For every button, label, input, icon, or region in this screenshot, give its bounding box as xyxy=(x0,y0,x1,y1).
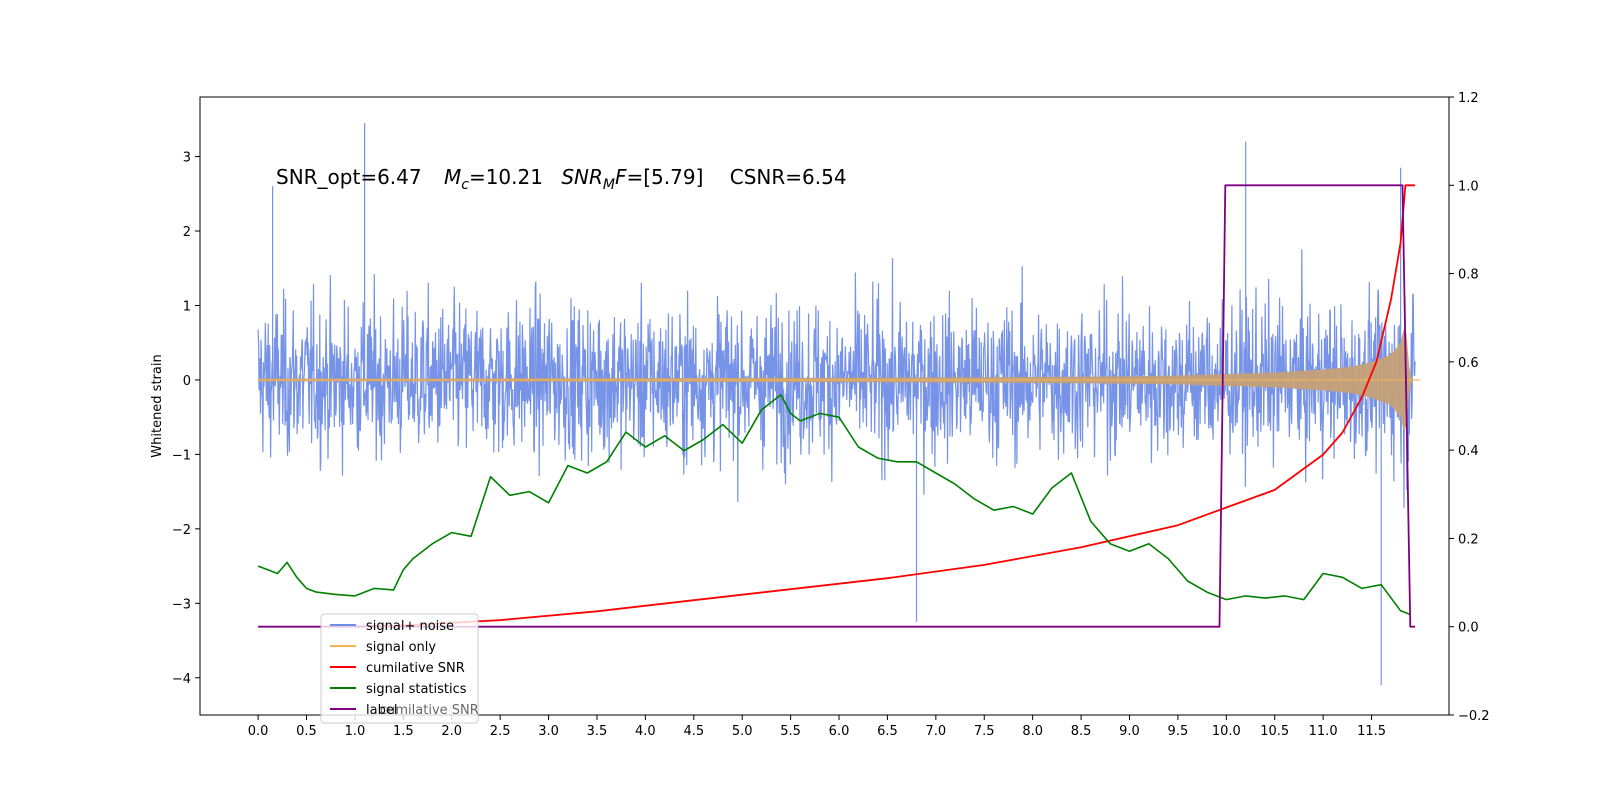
annotation-snr-mf-sub: M xyxy=(603,177,615,193)
x-tick-label: 2.5 xyxy=(490,724,511,739)
x-tick-label: 4.0 xyxy=(635,724,656,739)
y-left-tick-label: −3 xyxy=(172,597,191,612)
annotation-mc-value: =10.21 xyxy=(469,165,543,189)
x-tick-label: 7.0 xyxy=(926,724,947,739)
y-axis-label: Whitened strain xyxy=(150,354,165,457)
annotation-csnr: CSNR=6.54 xyxy=(730,165,847,189)
x-tick-label: 6.5 xyxy=(877,724,898,739)
label-series xyxy=(258,184,1416,628)
x-tick-label: 11.5 xyxy=(1357,724,1386,739)
y-right-tick-label: 1.2 xyxy=(1458,91,1479,106)
signal-statistics-series xyxy=(257,394,1411,616)
y-left-tick-label: 1 xyxy=(183,299,191,314)
y-right-tick-label: 0.8 xyxy=(1458,268,1479,283)
x-tick-label: 6.0 xyxy=(829,724,850,739)
plot-frame xyxy=(199,96,1450,716)
x-tick-label: 4.5 xyxy=(683,724,704,739)
x-tick-label: 3.0 xyxy=(538,724,559,739)
signal-noise-line xyxy=(257,123,1416,686)
y-left-tick-label: 0 xyxy=(183,374,191,389)
y-right-tick-label: 0.4 xyxy=(1458,444,1479,459)
x-tick-label: 9.0 xyxy=(1119,724,1140,739)
cumulative-snr-series xyxy=(335,184,1416,628)
y-left-tick-label: −4 xyxy=(172,672,191,687)
y-right-tick-label: 0.2 xyxy=(1458,532,1479,547)
y-right-tick-label: 1.0 xyxy=(1458,179,1479,194)
legend-label-cumilative-snr: cumilative SNR xyxy=(366,661,465,676)
signal-statistics-line xyxy=(257,394,1411,616)
legend-label-signal-noise: signal+ noise xyxy=(366,619,454,634)
cumilative-snr-line xyxy=(335,184,1416,628)
x-tick-label: 8.5 xyxy=(1071,724,1092,739)
annotation-snr-mf-symbol: SNR xyxy=(561,165,603,189)
x-axis-ticks: 0.0 0.5 1.0 1.5 2.0 2.5 3.0 3.5 4.0 4.5 5.0 5.5 6.0 6… xyxy=(248,715,1386,739)
x-tick-label: 8.0 xyxy=(1022,724,1043,739)
y-axis-right-ticks: 1.2 1.0 0.8 0.6 0.4 0.2 0.0 −0.2 xyxy=(1449,91,1490,724)
x-tick-label: 1.0 xyxy=(345,724,366,739)
legend-label-label: label xyxy=(366,703,397,718)
legend-overlap-text: cumilative SNR xyxy=(380,703,479,718)
x-tick-label: 9.5 xyxy=(1168,724,1189,739)
legend-label-signal-statistics: signal statistics xyxy=(366,682,467,697)
label-line xyxy=(258,184,1416,628)
annotation-snr-mf-value: =[5.79] xyxy=(627,165,704,189)
legend: cumilative SNR signal+ noise signal only c… xyxy=(320,613,479,724)
x-tick-label: 2.0 xyxy=(441,724,462,739)
annotation-mc-symbol: M xyxy=(444,165,461,189)
x-tick-label: 11.0 xyxy=(1309,724,1338,739)
annotation-snr-opt: SNR_opt=6.47 xyxy=(276,165,422,189)
x-tick-label: 7.5 xyxy=(974,724,995,739)
x-tick-label: 1.5 xyxy=(393,724,414,739)
y-left-tick-label: −2 xyxy=(172,523,191,538)
legend-label-signal-only: signal only xyxy=(366,640,436,655)
y-left-tick-label: 2 xyxy=(183,225,191,240)
x-tick-label: 0.0 xyxy=(248,724,269,739)
x-tick-label: 5.0 xyxy=(732,724,753,739)
signal-noise-series xyxy=(257,123,1416,686)
x-tick-label: 0.5 xyxy=(296,724,317,739)
annotation-mc-sub: c xyxy=(461,177,469,193)
y-axis-left-ticks: 3 2 1 0 −1 −2 −3 −4 xyxy=(172,151,200,687)
annotation-snr-mf-f: F xyxy=(615,165,627,189)
y-right-tick-label: 0.6 xyxy=(1458,356,1479,371)
signal-only-series xyxy=(258,330,1420,430)
x-tick-label: 5.5 xyxy=(780,724,801,739)
x-tick-label: 3.5 xyxy=(587,724,608,739)
y-left-tick-label: −1 xyxy=(172,448,191,463)
x-tick-label: 10.0 xyxy=(1212,724,1241,739)
x-tick-label: 10.5 xyxy=(1260,724,1289,739)
y-right-tick-label: −0.2 xyxy=(1458,709,1490,724)
y-left-tick-label: 3 xyxy=(183,151,191,166)
chart-annotation: SNR_opt=6.47 Mc=10.21 SNRMF=[5.79] CSNR=… xyxy=(276,165,847,193)
legend-box xyxy=(320,613,479,724)
y-right-tick-label: 0.0 xyxy=(1458,621,1479,636)
